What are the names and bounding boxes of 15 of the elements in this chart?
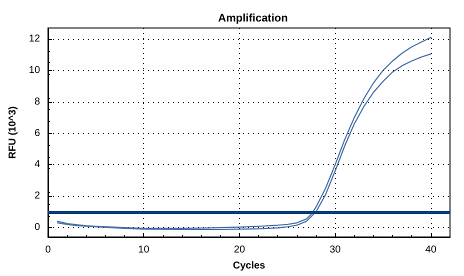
y-tick-label: 0: [34, 222, 40, 234]
y-tick-label: 2: [34, 190, 40, 202]
x-tick-label: 40: [425, 244, 437, 256]
chart-title: Amplification: [218, 12, 288, 24]
x-axis-title: Cycles: [232, 260, 266, 272]
y-tick-label: 8: [34, 96, 40, 108]
y-tick-label: 4: [34, 159, 40, 170]
x-tick-label: 20: [234, 244, 246, 256]
y-axis-title: RFU (10^3): [8, 106, 18, 159]
x-tick-label: 30: [330, 244, 342, 256]
x-tick-label: 10: [138, 244, 150, 256]
x-tick-label: 0: [45, 244, 52, 256]
y-tick-label: 12: [28, 34, 40, 44]
y-tick-label: 10: [28, 64, 40, 76]
y-tick-label: 6: [34, 128, 40, 139]
